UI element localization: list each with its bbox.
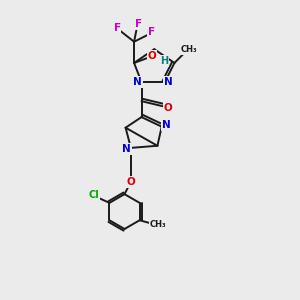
Text: N: N <box>164 77 173 87</box>
Text: O: O <box>164 103 172 112</box>
Text: F: F <box>135 19 142 29</box>
Text: N: N <box>161 120 170 130</box>
Text: N: N <box>133 77 142 87</box>
Text: H: H <box>160 56 168 66</box>
Text: CH₃: CH₃ <box>149 220 166 229</box>
Text: F: F <box>113 23 121 33</box>
Text: O: O <box>148 50 157 61</box>
Text: F: F <box>148 27 155 37</box>
Text: N: N <box>122 144 131 154</box>
Text: O: O <box>127 177 135 187</box>
Text: CH₃: CH₃ <box>180 45 197 54</box>
Text: Cl: Cl <box>88 190 99 200</box>
